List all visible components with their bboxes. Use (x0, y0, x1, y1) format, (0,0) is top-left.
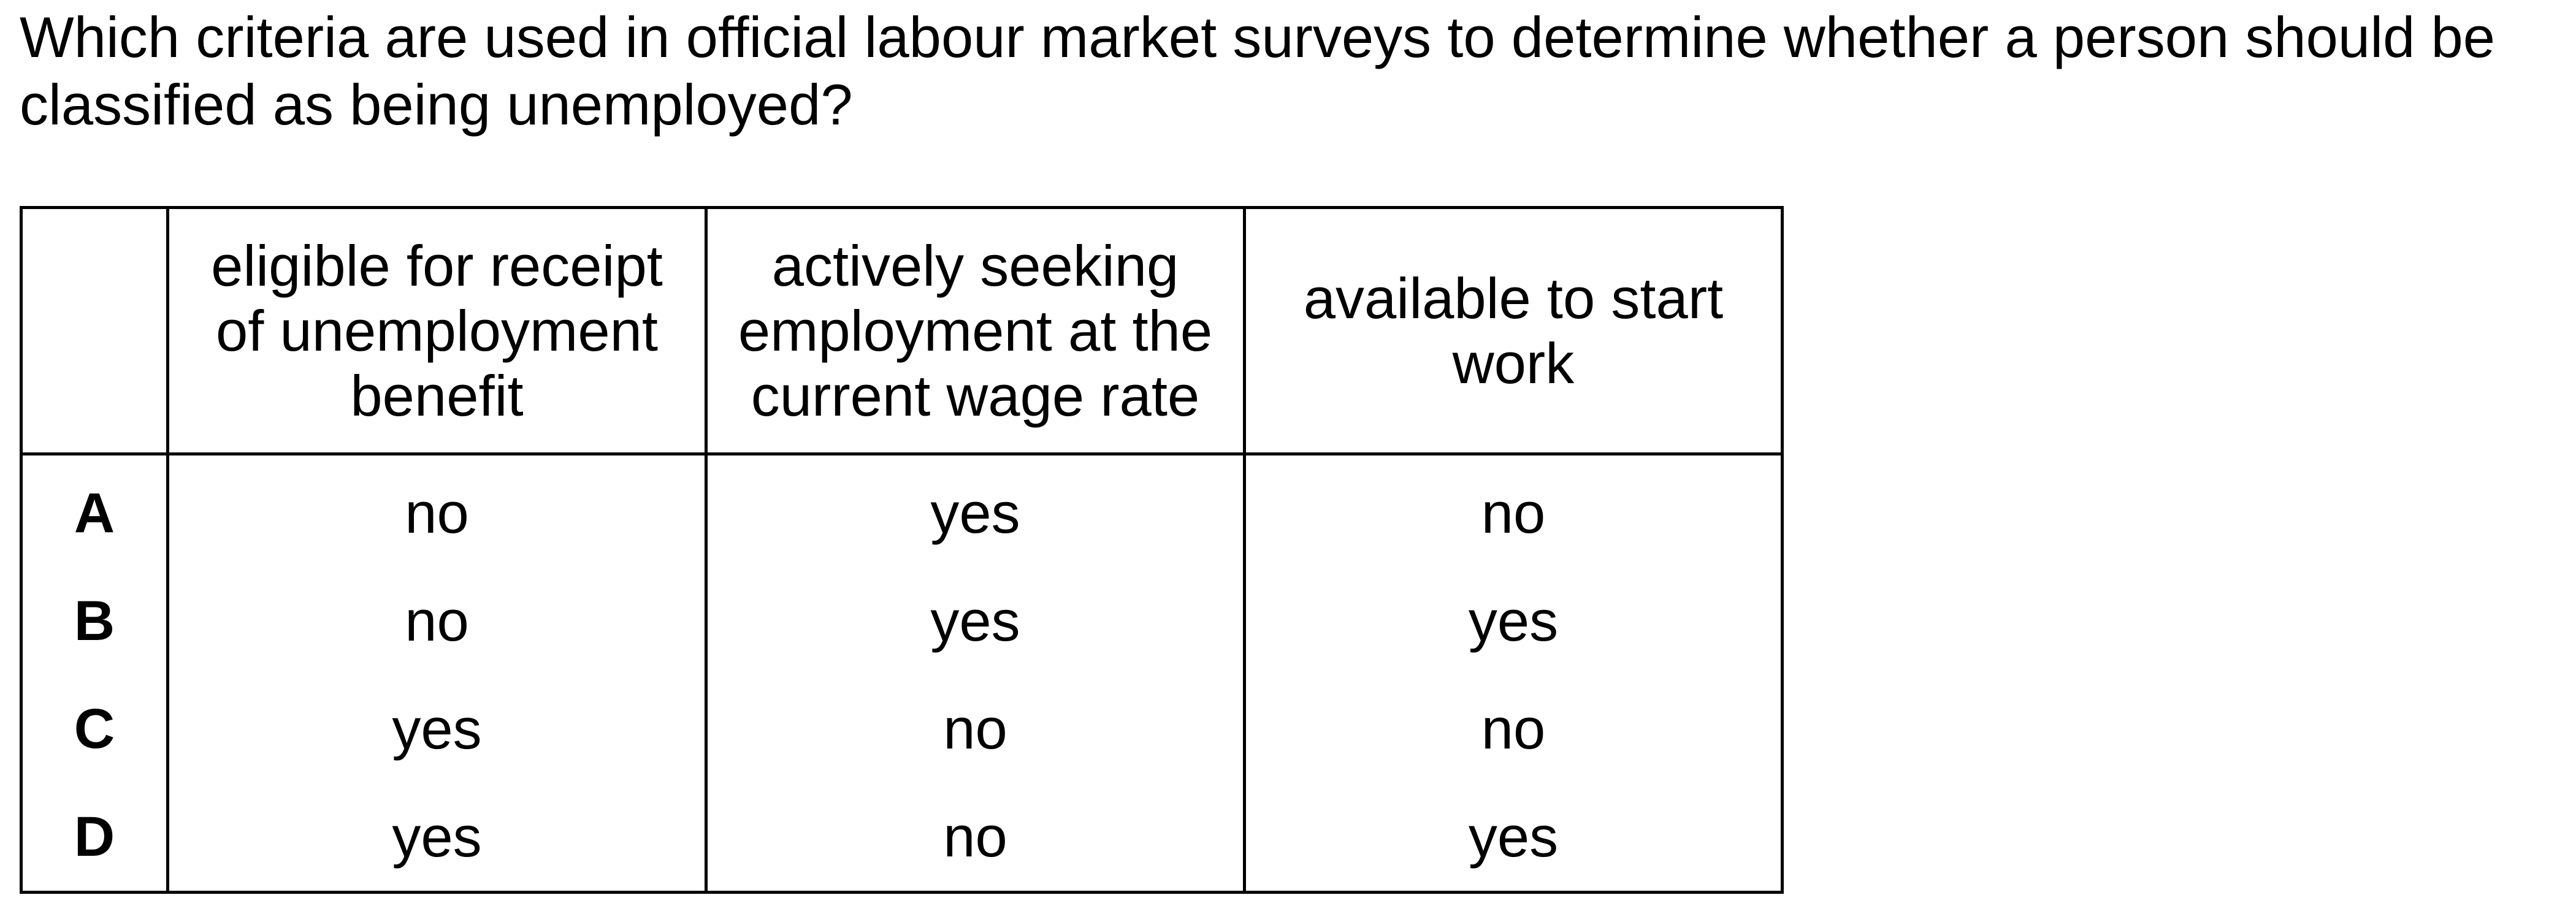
header-available-to-start-work: available to start work (1243, 206, 1784, 455)
cell-actively-seeking-employment: yes (705, 454, 1246, 567)
answer-options-table: eligible for receipt of unemployment ben… (20, 206, 1784, 894)
cell-actively-seeking-employment: yes (705, 567, 1246, 675)
cell-actively-seeking-employment: no (705, 675, 1246, 783)
table-header-row: eligible for receipt of unemployment ben… (20, 206, 1784, 455)
option-row-a[interactable]: A no yes no (20, 454, 1784, 567)
cell-available-to-start-work: no (1243, 675, 1784, 783)
cell-actively-seeking-employment: no (705, 783, 1246, 894)
option-row-d[interactable]: D yes no yes (20, 783, 1784, 894)
header-actively-seeking-employment: actively seeking employment at the curre… (705, 206, 1246, 455)
cell-available-to-start-work: yes (1243, 567, 1784, 675)
option-key: C (20, 675, 169, 783)
header-cell-blank (20, 206, 169, 455)
option-key: A (20, 454, 169, 567)
cell-eligible-for-benefit: no (166, 567, 708, 675)
option-key: B (20, 567, 169, 675)
option-row-c[interactable]: C yes no no (20, 675, 1784, 783)
question-text: Which criteria are used in official labo… (20, 5, 2496, 137)
cell-eligible-for-benefit: yes (166, 675, 708, 783)
option-key: D (20, 783, 169, 894)
option-row-b[interactable]: B no yes yes (20, 567, 1784, 675)
cell-eligible-for-benefit: no (166, 454, 708, 567)
cell-available-to-start-work: yes (1243, 783, 1784, 894)
header-eligible-for-benefit: eligible for receipt of unemployment ben… (166, 206, 708, 455)
cell-eligible-for-benefit: yes (166, 783, 708, 894)
cell-available-to-start-work: no (1243, 454, 1784, 567)
